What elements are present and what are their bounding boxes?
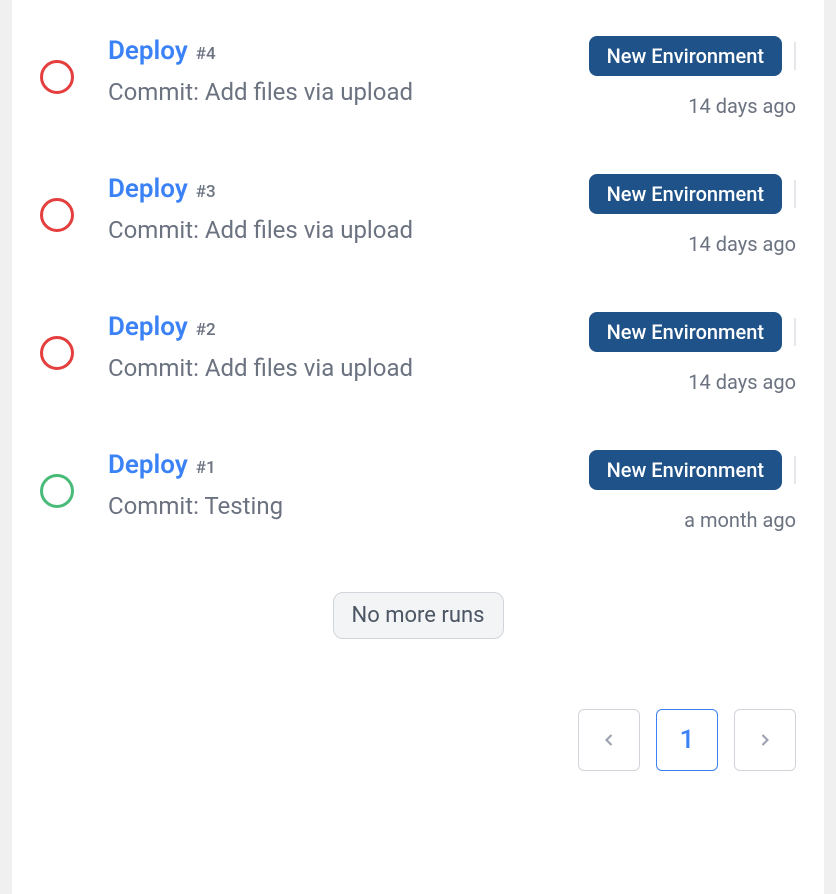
- run-commit: Commit: Add files via upload: [108, 354, 589, 382]
- no-more-runs-label: No more runs: [333, 592, 504, 639]
- environment-badge[interactable]: New Environment: [589, 450, 782, 490]
- run-content: Deploy #4 Commit: Add files via upload N…: [108, 36, 796, 118]
- pagination-next-button[interactable]: [734, 709, 796, 771]
- run-title-link[interactable]: Deploy: [108, 312, 188, 342]
- run-title-row: Deploy #2: [108, 312, 589, 342]
- run-title-row: Deploy #4: [108, 36, 589, 66]
- run-timestamp: 14 days ago: [688, 232, 796, 256]
- run-right: New Environment 14 days ago: [589, 312, 796, 394]
- run-title-link[interactable]: Deploy: [108, 36, 188, 66]
- run-title-row: Deploy #3: [108, 174, 589, 204]
- run-left: Deploy #3 Commit: Add files via upload: [108, 174, 589, 244]
- run-item: Deploy #4 Commit: Add files via upload N…: [40, 20, 796, 158]
- status-icon-fail: [40, 60, 74, 94]
- status-icon-fail: [40, 336, 74, 370]
- environment-badge[interactable]: New Environment: [589, 174, 782, 214]
- run-left: Deploy #4 Commit: Add files via upload: [108, 36, 589, 106]
- run-commit: Commit: Testing: [108, 492, 589, 520]
- run-number: #1: [196, 458, 216, 478]
- run-title-row: Deploy #1: [108, 450, 589, 480]
- run-content: Deploy #3 Commit: Add files via upload N…: [108, 174, 796, 256]
- badge-row: New Environment: [589, 450, 796, 490]
- run-commit: Commit: Add files via upload: [108, 216, 589, 244]
- run-timestamp: 14 days ago: [688, 94, 796, 118]
- run-right: New Environment a month ago: [589, 450, 796, 532]
- runs-container: Deploy #4 Commit: Add files via upload N…: [12, 0, 824, 894]
- menu-divider-icon[interactable]: [794, 318, 796, 346]
- menu-divider-icon[interactable]: [794, 42, 796, 70]
- badge-row: New Environment: [589, 312, 796, 352]
- run-right: New Environment 14 days ago: [589, 36, 796, 118]
- environment-badge[interactable]: New Environment: [589, 36, 782, 76]
- run-number: #2: [196, 320, 216, 340]
- status-icon-pass: [40, 474, 74, 508]
- pagination: 1: [40, 709, 796, 771]
- run-title-link[interactable]: Deploy: [108, 450, 188, 480]
- badge-row: New Environment: [589, 174, 796, 214]
- chevron-right-icon: [755, 730, 775, 750]
- run-timestamp: a month ago: [684, 508, 796, 532]
- run-number: #4: [196, 44, 216, 64]
- chevron-left-icon: [599, 730, 619, 750]
- run-left: Deploy #1 Commit: Testing: [108, 450, 589, 520]
- run-item: Deploy #1 Commit: Testing New Environmen…: [40, 434, 796, 572]
- run-commit: Commit: Add files via upload: [108, 78, 589, 106]
- run-timestamp: 14 days ago: [688, 370, 796, 394]
- run-content: Deploy #1 Commit: Testing New Environmen…: [108, 450, 796, 532]
- run-item: Deploy #2 Commit: Add files via upload N…: [40, 296, 796, 434]
- menu-divider-icon[interactable]: [794, 180, 796, 208]
- run-number: #3: [196, 182, 216, 202]
- status-icon-fail: [40, 198, 74, 232]
- environment-badge[interactable]: New Environment: [589, 312, 782, 352]
- badge-row: New Environment: [589, 36, 796, 76]
- menu-divider-icon[interactable]: [794, 456, 796, 484]
- run-right: New Environment 14 days ago: [589, 174, 796, 256]
- run-item: Deploy #3 Commit: Add files via upload N…: [40, 158, 796, 296]
- run-left: Deploy #2 Commit: Add files via upload: [108, 312, 589, 382]
- pagination-prev-button[interactable]: [578, 709, 640, 771]
- no-more-runs: No more runs: [40, 592, 796, 639]
- pagination-page-button[interactable]: 1: [656, 709, 718, 771]
- run-content: Deploy #2 Commit: Add files via upload N…: [108, 312, 796, 394]
- run-title-link[interactable]: Deploy: [108, 174, 188, 204]
